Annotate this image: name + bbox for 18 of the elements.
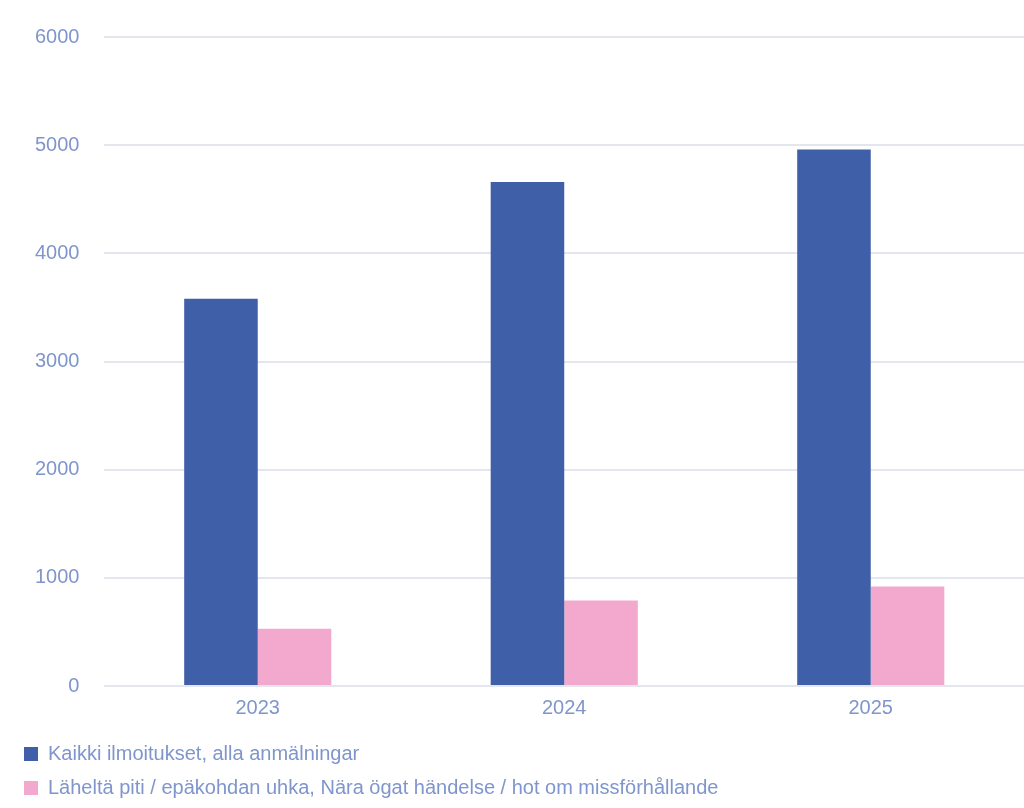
y-tick-label: 6000 xyxy=(34,24,80,47)
y-tick-label: 0 xyxy=(68,673,80,696)
y-tick-label: 4000 xyxy=(34,240,80,263)
bar xyxy=(564,600,638,685)
bar xyxy=(257,628,332,685)
y-tick-label: 2000 xyxy=(34,457,80,480)
bar xyxy=(870,586,945,685)
y-tick-label: 5000 xyxy=(34,132,80,155)
legend-label: Läheltä piti / epäkohdan uhka, Nära ögat händelse / hot om missförhållande xyxy=(48,775,719,798)
bar xyxy=(184,298,258,685)
legend-label: Kaikki ilmoitukset, alla anmälningar xyxy=(48,741,360,764)
bar xyxy=(490,181,565,685)
x-tick-label: 2024 xyxy=(542,695,587,718)
y-tick-label: 1000 xyxy=(34,565,80,588)
x-tick-label: 2023 xyxy=(235,695,280,718)
y-tick-label: 3000 xyxy=(34,349,80,372)
x-tick-label: 2025 xyxy=(848,695,893,718)
bar xyxy=(797,149,871,685)
